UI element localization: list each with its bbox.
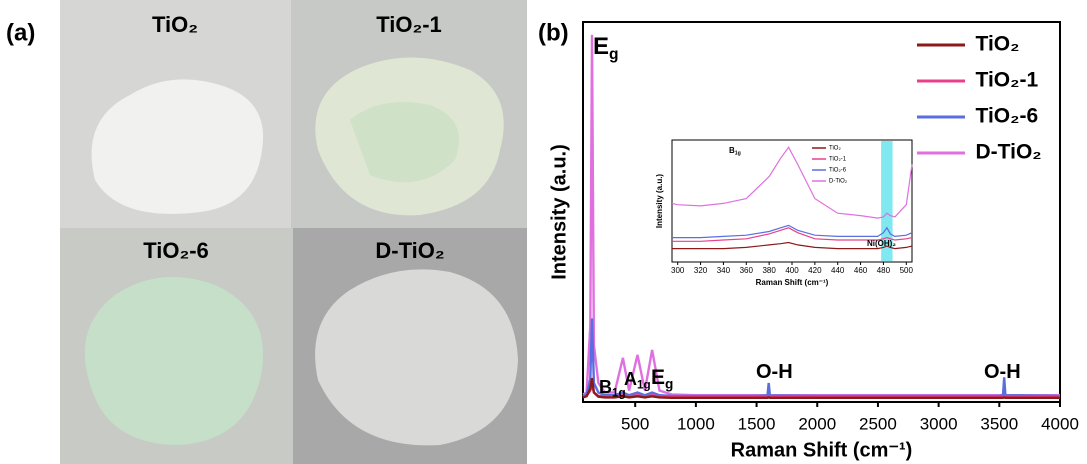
tile-label: D-TiO₂ (375, 238, 444, 263)
annotation-text: A (624, 369, 637, 389)
x-tick-label: 500 (621, 414, 649, 433)
x-tick-label: 480 (877, 266, 891, 275)
x-tick-label: 420 (808, 266, 822, 275)
x-tick-label: 3500 (980, 414, 1018, 433)
annotation: Ni(OH)₂ (867, 239, 896, 248)
annotation-text: E (651, 366, 665, 389)
annotation: O-H (756, 361, 793, 383)
legend-label: D-TiO₂ (829, 179, 848, 185)
annotation: O-H (984, 361, 1021, 383)
x-tick-label: 360 (740, 266, 754, 275)
x-tick-label: 4000 (1041, 414, 1079, 433)
x-tick-label: 300 (671, 266, 685, 275)
annotation-subscript: g (665, 376, 673, 391)
x-tick-label: 400 (785, 266, 799, 275)
tile-label: TiO₂-1 (376, 12, 442, 37)
y-axis-title: Intensity (a.u.) (655, 174, 664, 229)
figure: (a) TiO₂ TiO₂-1 TiO₂-6 D-TiO₂ (b) 500 100… (0, 0, 1087, 464)
y-axis-title: Intensity (a.u.) (548, 144, 570, 280)
annotation-subscript: g (609, 46, 619, 63)
legend-label: TiO₂-1 (976, 69, 1039, 92)
legend-label: TiO₂-1 (829, 157, 847, 163)
x-tick-label: 380 (762, 266, 776, 275)
x-tick-label: 1000 (677, 414, 715, 433)
panel-label: (b) (538, 19, 569, 46)
annotation-text: E (593, 33, 609, 60)
x-tick-label: 2500 (859, 414, 897, 433)
legend-label: TiO₂ (829, 146, 841, 152)
annotation-text: O-H (756, 361, 793, 383)
tile-label: TiO₂-6 (143, 238, 209, 263)
powder (85, 277, 263, 445)
tile-label: TiO₂ (152, 12, 198, 37)
x-tick-label: 1500 (738, 414, 776, 433)
legend-label: TiO₂ (976, 33, 1020, 56)
annotation-subscript: 1g (637, 378, 651, 391)
x-tick-label: 2000 (798, 414, 836, 433)
annotation-text: B (599, 377, 612, 397)
x-tick-label: 340 (717, 266, 731, 275)
legend-label: TiO₂-6 (829, 168, 847, 174)
panel-a: (a) TiO₂ TiO₂-1 TiO₂-6 D-TiO₂ (6, 0, 527, 464)
x-tick-label: 440 (831, 266, 845, 275)
x-axis-title: Raman Shift (cm⁻¹) (756, 278, 829, 287)
x-tick-label: 320 (694, 266, 708, 275)
annotation-subscript: 1g (735, 151, 741, 157)
legend-label: D-TiO₂ (976, 141, 1042, 164)
legend-label: TiO₂-6 (976, 105, 1039, 128)
panel-label: (a) (6, 19, 35, 46)
x-tick-label: 460 (854, 266, 868, 275)
x-tick-label: 500 (900, 266, 914, 275)
x-axis-title: Raman Shift (cm⁻¹) (731, 439, 913, 461)
annotation-text: Ni(OH)₂ (867, 239, 896, 248)
x-tick-label: 3000 (920, 414, 958, 433)
annotation-text: O-H (984, 361, 1021, 383)
